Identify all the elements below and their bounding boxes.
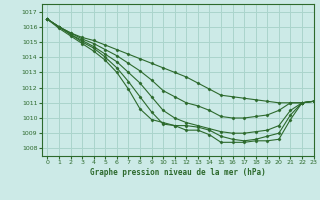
X-axis label: Graphe pression niveau de la mer (hPa): Graphe pression niveau de la mer (hPa) bbox=[90, 168, 266, 177]
